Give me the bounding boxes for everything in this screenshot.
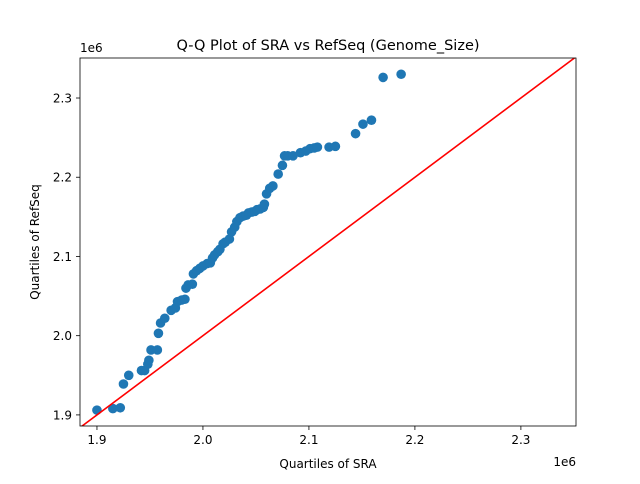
data-point [378,72,388,83]
data-point [366,115,377,125]
data-point [187,279,198,289]
data-point [288,151,298,161]
data-point [115,402,126,413]
data-point [153,328,164,339]
x-tick-label: 2.3 [511,433,530,447]
ticks: 1.9 2.0 2.1 2.2 2.3 1.9 2.0 2.1 2.2 2.3 [53,92,531,447]
x-offset-label: 1e6 [553,455,576,469]
data-point [312,142,323,152]
data-point [358,119,368,129]
y-tick-label: 1.9 [53,408,72,422]
data-point [144,355,154,366]
data-point [108,403,118,414]
data-point [396,69,406,80]
y-tick-label: 2.2 [53,171,72,185]
data-point [273,169,283,179]
plot-area [80,58,576,426]
chart-title: Q-Q Plot of SRA vs RefSeq (Genome_Size) [176,38,479,54]
data-point [92,405,102,415]
x-tick-label: 2.1 [299,433,318,447]
y-axis-label: Quartiles of RefSeq [28,184,42,300]
data-point [350,128,361,139]
x-tick-label: 2.0 [193,433,212,447]
data-point [159,313,170,324]
y-offset-label: 1e6 [80,41,103,55]
data-point [123,370,134,381]
y-tick-label: 2.0 [53,329,72,343]
data-point [268,181,278,191]
y-tick-label: 2.3 [53,92,72,106]
y-tick-label: 2.1 [53,250,72,264]
x-tick-label: 2.2 [405,433,424,447]
data-point [277,160,288,171]
data-point [152,345,163,355]
data-point [118,379,129,389]
x-axis-label: Quartiles of SRA [279,457,377,471]
data-point [180,294,190,305]
data-point [259,199,270,209]
reference-line [80,58,576,426]
axes-frame [79,57,577,427]
x-tick-label: 1.9 [87,433,106,447]
data-point [330,141,341,152]
